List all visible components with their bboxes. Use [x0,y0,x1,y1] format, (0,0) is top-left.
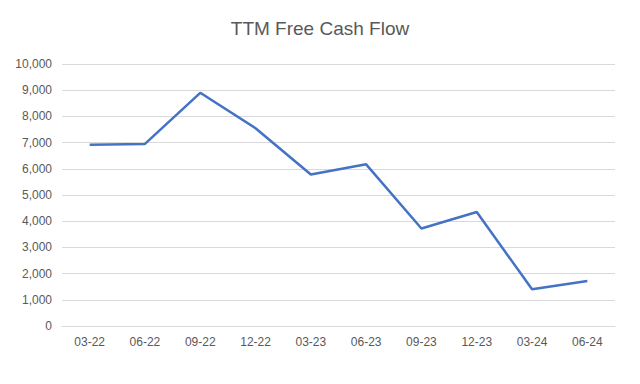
svg-text:9,000: 9,000 [22,83,52,97]
svg-text:12-22: 12-22 [240,335,271,349]
svg-text:06-24: 06-24 [572,335,603,349]
svg-text:TTM Free Cash Flow: TTM Free Cash Flow [231,18,410,39]
svg-text:3,000: 3,000 [22,240,52,254]
svg-text:03-24: 03-24 [517,335,548,349]
svg-text:0: 0 [45,319,52,333]
svg-text:8,000: 8,000 [22,109,52,123]
svg-text:09-22: 09-22 [185,335,216,349]
svg-text:5,000: 5,000 [22,188,52,202]
svg-text:7,000: 7,000 [22,136,52,150]
svg-text:10,000: 10,000 [15,57,52,71]
svg-text:6,000: 6,000 [22,162,52,176]
svg-text:09-23: 09-23 [406,335,437,349]
svg-text:12-23: 12-23 [461,335,492,349]
svg-text:03-23: 03-23 [295,335,326,349]
svg-text:03-22: 03-22 [74,335,105,349]
svg-text:2,000: 2,000 [22,267,52,281]
svg-text:06-22: 06-22 [130,335,161,349]
svg-text:1,000: 1,000 [22,293,52,307]
svg-text:06-23: 06-23 [351,335,382,349]
svg-text:4,000: 4,000 [22,214,52,228]
